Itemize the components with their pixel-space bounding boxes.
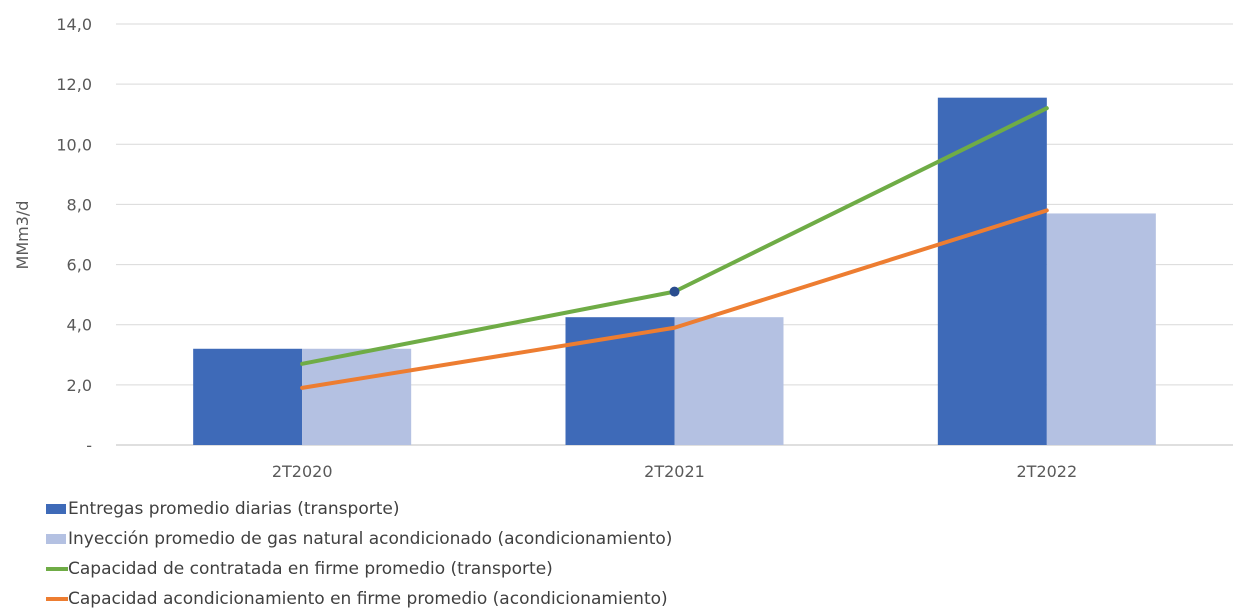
line-series-1 bbox=[300, 208, 1049, 390]
y-tick-label-5: 10,0 bbox=[56, 135, 92, 154]
legend-swatch-capacidad-transporte bbox=[46, 567, 68, 571]
y-tick-label-0: - bbox=[86, 436, 92, 455]
legend-swatch-capacidad-acondicionamiento bbox=[46, 597, 68, 601]
y-tick-label-4: 8,0 bbox=[67, 195, 92, 214]
bars bbox=[193, 97, 1156, 446]
y-tick-label-1: 2,0 bbox=[67, 376, 92, 395]
y-axis-ticks: - 2,0 4,0 6,0 8,0 10,0 12,0 14,0 bbox=[56, 15, 92, 455]
x-axis-ticks: 2T2020 2T2021 2T2022 bbox=[272, 462, 1077, 481]
bar-s1-0 bbox=[302, 348, 412, 445]
marker-point-0 bbox=[669, 286, 680, 297]
bar-s0-2 bbox=[937, 97, 1047, 446]
y-tick-label-2: 4,0 bbox=[67, 316, 92, 335]
legend-label-capacidad-transporte: Capacidad de contratada en firme promedi… bbox=[68, 559, 553, 579]
legend-label-inyeccion: Inyección promedio de gas natural acondi… bbox=[68, 529, 673, 549]
chart-plot: -2,04,06,08,010,012,014,0 2T2020 2T2021 2T… bbox=[13, 15, 1233, 481]
bar-s0-0 bbox=[193, 348, 303, 445]
x-tick-label-2: 2T2022 bbox=[1016, 462, 1077, 481]
series-lines bbox=[300, 106, 1049, 390]
x-tick-label-1: 2T2021 bbox=[644, 462, 705, 481]
y-tick-label-3: 6,0 bbox=[67, 256, 92, 275]
y-tick-label-7: 14,0 bbox=[56, 15, 92, 34]
legend-swatch-entregas bbox=[46, 504, 66, 514]
bar-s1-1 bbox=[674, 317, 784, 445]
x-tick-label-0: 2T2020 bbox=[272, 462, 333, 481]
y-tick-label-6: 12,0 bbox=[56, 75, 92, 94]
legend-swatch-inyeccion bbox=[46, 534, 66, 544]
legend-label-entregas: Entregas promedio diarias (transporte) bbox=[68, 499, 400, 519]
y-axis-label: MMm3/d bbox=[13, 201, 32, 270]
bar-s1-2 bbox=[1046, 213, 1156, 445]
legend-label-capacidad-acondicionamiento: Capacidad acondicionamiento en firme pro… bbox=[68, 589, 668, 609]
